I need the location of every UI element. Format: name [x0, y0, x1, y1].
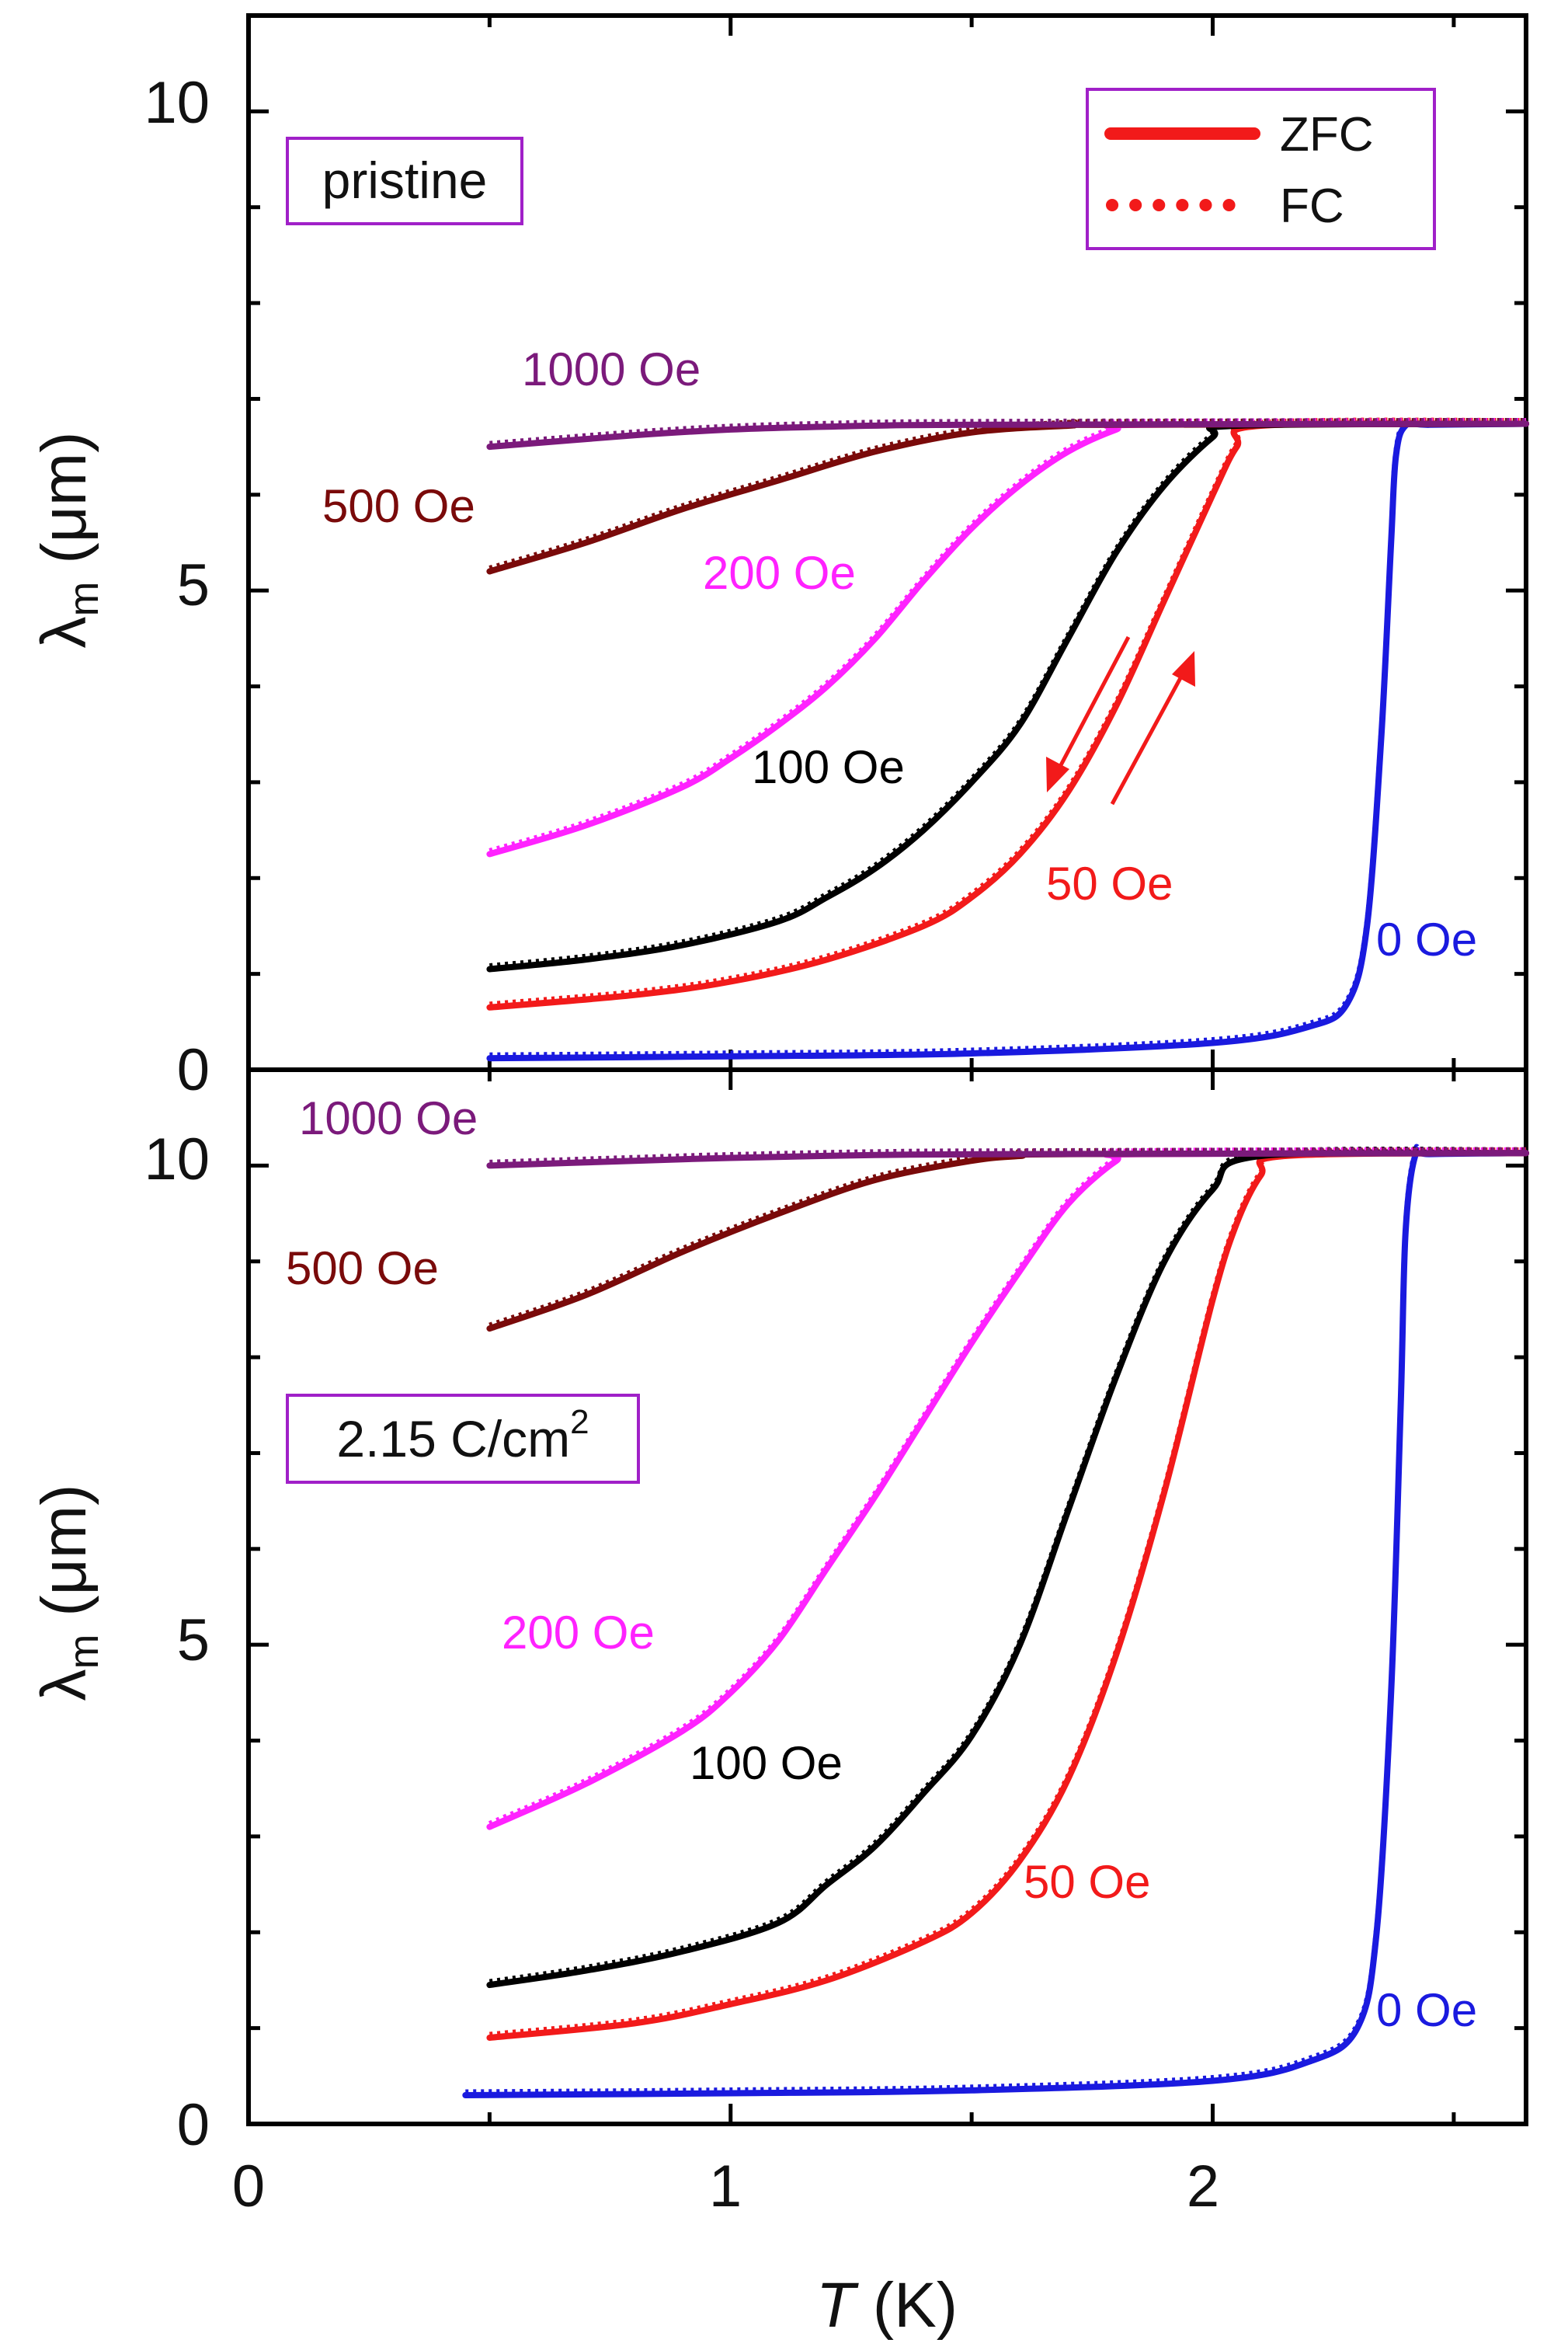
bottom-y-axis-title-subscript: m: [61, 1634, 107, 1669]
axis-ticks: [249, 16, 1526, 2124]
bottom-series-50-oe-fc: [489, 1147, 1527, 2038]
x-axis-title-symbol: T: [816, 2270, 859, 2341]
top-label-200-oe: 200 Oe: [703, 547, 856, 599]
x-axis-title: T (K): [816, 2270, 958, 2341]
bottom-series-1000-oe-zfc: [486, 1150, 1529, 1169]
top-label-50-oe: 50 Oe: [1046, 858, 1173, 910]
top-y-tick-label-10: 10: [144, 70, 210, 136]
top-series-1000-oe-zfc: [486, 420, 1529, 451]
arrow-up-line: [1110, 665, 1189, 806]
x-tick-label-1: 1: [709, 2153, 742, 2219]
top-label-100-oe: 100 Oe: [752, 741, 905, 793]
dose-label-box: [286, 1394, 640, 1484]
bottom-y-tick-label-5: 5: [177, 1607, 210, 1673]
top-label-0-oe: 0 Oe: [1376, 914, 1477, 966]
bottom-series-200-oe-fc: [488, 1147, 1527, 1826]
top-series-0-oe-zfc: [486, 420, 1529, 1062]
bottom-label-200-oe: 200 Oe: [502, 1607, 655, 1659]
bottom-series-500-oe-fc: [488, 1147, 1527, 1328]
top-y-axis-title: λm (μm): [29, 432, 107, 649]
arrow-down-line: [1052, 635, 1131, 778]
dose-label-main: 2.15 C/cm: [336, 1410, 570, 1467]
arrow-up-head-icon: [1172, 651, 1195, 687]
legend-box: [1086, 88, 1436, 250]
arrow-down-head-icon: [1046, 757, 1069, 792]
bottom-label-50-oe: 50 Oe: [1024, 1856, 1150, 1908]
top-series-50-oe-fc: [489, 417, 1527, 1008]
pristine-label: pristine: [322, 151, 488, 209]
top-series-200-oe-zfc: [486, 420, 1529, 858]
top-y-tick-label-5: 5: [177, 552, 210, 618]
legend-zfc-label: ZFC: [1280, 108, 1374, 162]
top-series-100-oe-fc: [489, 418, 1527, 969]
x-tick-label-0: 0: [232, 2153, 265, 2219]
bottom-label-100-oe: 100 Oe: [690, 1737, 843, 1789]
bottom-label-500-oe: 500 Oe: [286, 1242, 439, 1294]
bottom-y-tick-label-0: 0: [177, 2092, 210, 2158]
x-tick-label-2: 2: [1187, 2153, 1219, 2219]
top-label-500-oe: 500 Oe: [322, 480, 475, 532]
bottom-series-0-oe-fc: [465, 1144, 1527, 2095]
dose-label: 2.15 C/cm2: [336, 1403, 589, 1467]
top-y-axis-title-symbol: λ: [29, 616, 99, 648]
bottom-panel-frame: [246, 1067, 1528, 2126]
legend-fc-label: FC: [1280, 179, 1344, 233]
top-y-axis-title-subscript: m: [61, 581, 107, 616]
bottom-series-500-oe-zfc: [486, 1150, 1529, 1332]
bottom-y-axis-title-symbol: λ: [29, 1669, 99, 1701]
top-series-0-oe-fc: [489, 417, 1527, 1058]
bottom-label-0-oe: 0 Oe: [1376, 1984, 1477, 2036]
top-series-100-oe-zfc: [486, 420, 1529, 973]
bottom-y-axis-title-unit: (μm): [29, 1485, 99, 1635]
bottom-series-100-oe-fc: [488, 1146, 1527, 1985]
pristine-label-box: [286, 137, 523, 225]
x-axis-title-unit: (K): [855, 2270, 958, 2341]
top-label-1000-oe: 1000 Oe: [522, 343, 701, 395]
bottom-label-1000-oe: 1000 Oe: [299, 1092, 478, 1144]
top-panel-curves: [486, 417, 1529, 1062]
bottom-series-100-oe-zfc: [486, 1149, 1529, 1989]
bottom-panel-curves: [462, 1144, 1529, 2098]
bottom-series-200-oe-zfc: [486, 1150, 1529, 1830]
top-y-axis-title-unit: (μm): [29, 432, 99, 582]
top-y-tick-label-0: 0: [177, 1037, 210, 1103]
top-series-500-oe-fc: [488, 418, 1527, 571]
bottom-y-axis-title: λm (μm): [29, 1485, 107, 1701]
top-series-200-oe-fc: [488, 418, 1527, 854]
bottom-series-0-oe-zfc: [462, 1147, 1529, 2098]
bottom-y-tick-label-10: 10: [144, 1126, 210, 1192]
dose-label-superscript: 2: [570, 1403, 589, 1441]
